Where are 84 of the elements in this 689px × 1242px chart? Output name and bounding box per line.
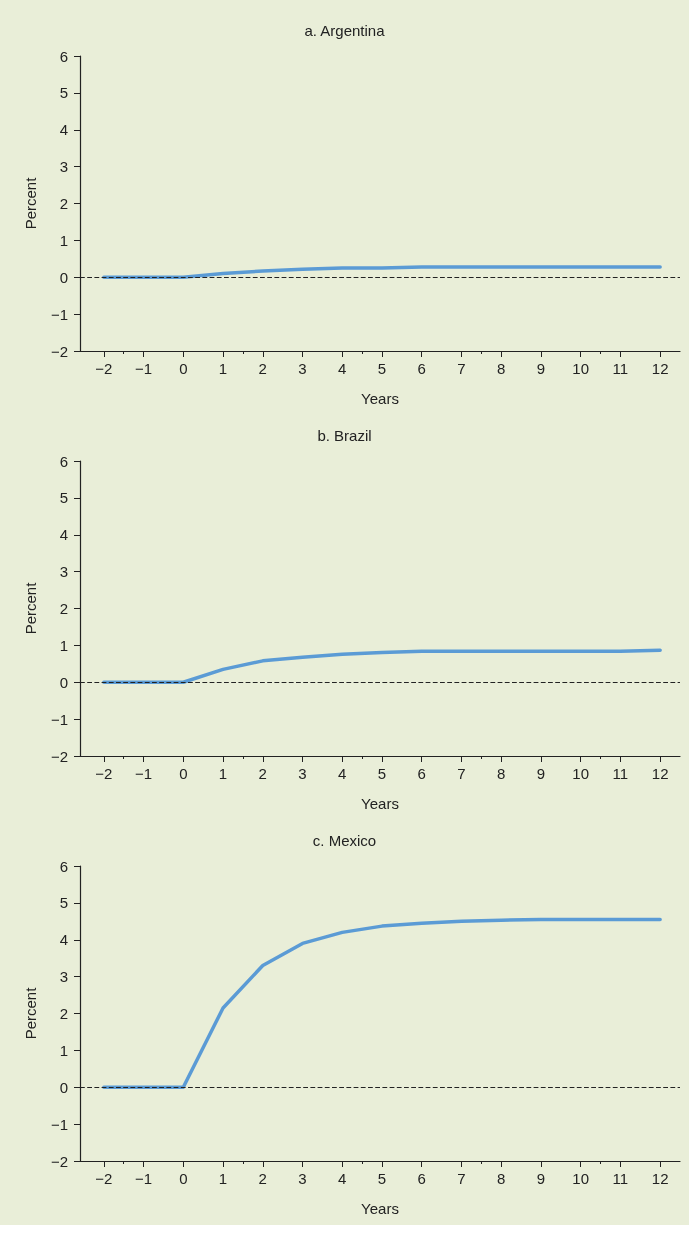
x-tick-label: 5	[377, 1170, 387, 1187]
x-axis-title: Years	[361, 1200, 399, 1217]
chart-title: b. Brazil	[317, 427, 372, 444]
x-tick-label: 3	[298, 360, 307, 377]
y-tick-label: 6	[59, 857, 68, 875]
y-tick-label: 2	[59, 600, 68, 617]
y-tick-label: 3	[59, 563, 68, 581]
y-tick-label: 4	[59, 526, 68, 544]
x-tick-label: 4	[338, 1170, 347, 1187]
y-tick-label: 2	[59, 1005, 68, 1022]
x-tick-label: 4	[338, 765, 347, 782]
y-tick-label: 5	[59, 489, 68, 507]
y-tick-label: −2	[50, 747, 68, 765]
y-tick-label: −2	[50, 342, 68, 360]
x-tick-label: 6	[417, 765, 426, 782]
chart-title: a. Argentina	[304, 22, 386, 39]
x-tick-label: 9	[536, 360, 546, 377]
x-axis-title: Years	[361, 390, 399, 407]
y-tick-label: 1	[59, 231, 68, 249]
x-tick-label: −1	[135, 1170, 153, 1187]
x-tick-label: 3	[298, 765, 307, 782]
y-axis-title: Percent	[22, 176, 39, 230]
x-tick-label: 1	[218, 360, 228, 377]
x-tick-label: 6	[417, 1170, 426, 1187]
x-tick-label: 11	[612, 1170, 629, 1187]
x-tick-label: 0	[179, 1170, 188, 1187]
x-tick-label: 8	[497, 1170, 506, 1187]
x-tick-label: 9	[536, 1170, 546, 1187]
x-tick-label: 10	[572, 765, 590, 782]
x-tick-label: 2	[258, 1170, 267, 1187]
y-tick-label: 6	[59, 452, 68, 470]
x-tick-label: 7	[457, 1170, 466, 1187]
x-tick-label: −2	[95, 1170, 113, 1187]
x-tick-label: −1	[135, 765, 153, 782]
x-tick-label: 5	[377, 765, 387, 782]
chart-title: c. Mexico	[312, 832, 377, 849]
x-tick-label: −1	[135, 360, 153, 377]
y-tick-label: 3	[59, 968, 68, 986]
y-tick-label: 1	[59, 1041, 68, 1059]
x-tick-label: 1	[218, 765, 228, 782]
x-tick-label: 11	[612, 360, 629, 377]
y-tick-label: 5	[59, 894, 68, 912]
x-tick-label: 11	[612, 765, 629, 782]
y-tick-label: −1	[50, 305, 68, 323]
x-tick-label: 12	[651, 1170, 669, 1187]
y-tick-label: 0	[59, 673, 68, 691]
y-tick-label: 2	[59, 195, 68, 212]
x-tick-label: 12	[651, 360, 669, 377]
y-tick-label: 4	[59, 931, 68, 949]
line-series	[102, 917, 662, 1089]
x-axis-title: Years	[361, 795, 399, 812]
x-tick-label: 3	[298, 1170, 307, 1187]
x-tick-label: 2	[258, 765, 267, 782]
x-tick-label: 8	[497, 360, 506, 377]
y-tick-label: −1	[50, 710, 68, 728]
x-tick-label: 7	[457, 765, 466, 782]
line-series	[102, 265, 662, 279]
x-tick-label: −2	[95, 360, 113, 377]
y-tick-label: 5	[59, 84, 68, 102]
x-tick-label: 9	[536, 765, 546, 782]
y-tick-label: −1	[50, 1115, 68, 1133]
x-tick-label: 10	[572, 360, 590, 377]
y-tick-label: 6	[59, 47, 68, 65]
x-tick-label: −2	[95, 765, 113, 782]
y-tick-label: 0	[59, 268, 68, 286]
x-tick-label: 1	[218, 1170, 228, 1187]
line-series	[102, 648, 662, 684]
x-tick-label: 8	[497, 765, 506, 782]
x-tick-label: 6	[417, 360, 426, 377]
x-tick-label: 10	[572, 1170, 590, 1187]
y-tick-label: 3	[59, 158, 68, 176]
x-tick-label: 5	[377, 360, 387, 377]
x-tick-label: 2	[258, 360, 267, 377]
y-tick-label: 4	[59, 121, 68, 139]
y-tick-label: 0	[59, 1078, 68, 1096]
x-tick-label: 0	[179, 765, 188, 782]
y-axis-title: Percent	[22, 986, 39, 1040]
y-tick-label: −2	[50, 1152, 68, 1170]
x-tick-label: 7	[457, 360, 466, 377]
y-axis-title: Percent	[22, 581, 39, 635]
x-tick-label: 0	[179, 360, 188, 377]
y-tick-label: 1	[59, 636, 68, 654]
x-tick-label: 12	[651, 765, 669, 782]
x-tick-label: 4	[338, 360, 347, 377]
